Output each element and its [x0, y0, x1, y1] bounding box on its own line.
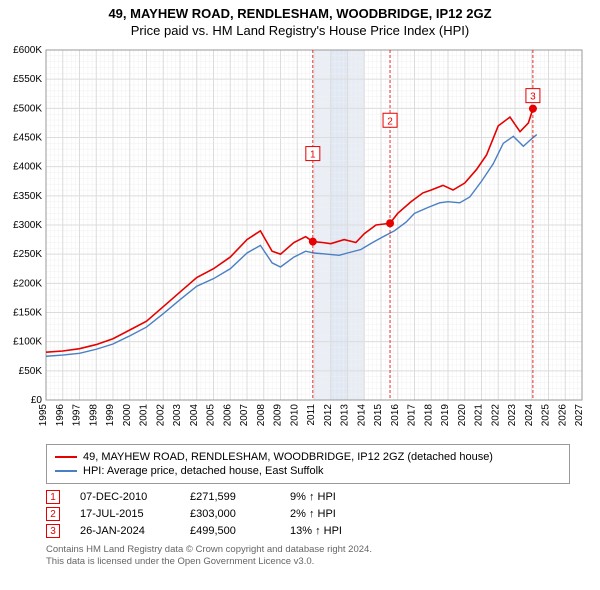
x-tick-label: 2010	[289, 404, 300, 427]
y-tick-label: £300K	[13, 220, 42, 231]
marker-dot-1	[309, 238, 317, 246]
x-tick-label: 1997	[72, 404, 83, 427]
transactions-table: 1 07-DEC-2010 £271,599 9% ↑ HPI 2 17-JUL-2015…	[46, 490, 570, 538]
transaction-pct: 13% ↑ HPI	[290, 525, 390, 537]
footer-attribution: Contains HM Land Registry data © Crown c…	[46, 544, 570, 569]
x-tick-label: 2016	[390, 404, 401, 427]
x-tick-label: 2023	[507, 404, 518, 427]
marker-dot-2	[386, 219, 394, 227]
transaction-price: £271,599	[190, 491, 270, 503]
y-tick-label: £600K	[13, 45, 42, 56]
x-tick-label: 2012	[323, 404, 334, 427]
y-tick-label: £200K	[13, 278, 42, 289]
x-tick-label: 2006	[222, 404, 233, 427]
x-tick-label: 2011	[306, 404, 317, 426]
x-tick-label: 1998	[88, 404, 99, 427]
transaction-pct: 2% ↑ HPI	[290, 508, 390, 520]
x-tick-label: 2025	[541, 404, 552, 427]
transaction-marker: 3	[46, 524, 60, 538]
x-tick-label: 2008	[256, 404, 267, 427]
x-tick-label: 2005	[206, 404, 217, 427]
transaction-price: £303,000	[190, 508, 270, 520]
transaction-date: 07-DEC-2010	[80, 491, 170, 503]
transaction-marker: 1	[46, 490, 60, 504]
x-tick-label: 2004	[189, 404, 200, 427]
x-tick-label: 2001	[139, 404, 150, 427]
y-tick-label: £450K	[13, 133, 42, 144]
x-tick-label: 2018	[423, 404, 434, 427]
x-tick-label: 2003	[172, 404, 183, 427]
x-tick-label: 2020	[457, 404, 468, 427]
transaction-row: 2 17-JUL-2015 £303,000 2% ↑ HPI	[46, 507, 570, 521]
x-tick-label: 2017	[407, 404, 418, 427]
x-tick-label: 1996	[55, 404, 66, 427]
transaction-date: 26-JAN-2024	[80, 525, 170, 537]
transaction-price: £499,500	[190, 525, 270, 537]
y-tick-label: £400K	[13, 162, 42, 173]
legend-item: 49, MAYHEW ROAD, RENDLESHAM, WOODBRIDGE,…	[55, 451, 561, 463]
x-tick-label: 2026	[557, 404, 568, 427]
transaction-row: 1 07-DEC-2010 £271,599 9% ↑ HPI	[46, 490, 570, 504]
svg-text:3: 3	[530, 92, 536, 103]
x-tick-label: 2021	[474, 404, 485, 427]
chart-container: £0£50K£100K£150K£200K£250K£300K£350K£400…	[0, 40, 600, 440]
transaction-row: 3 26-JAN-2024 £499,500 13% ↑ HPI	[46, 524, 570, 538]
svg-text:1: 1	[310, 150, 316, 161]
x-tick-label: 2022	[490, 404, 501, 427]
y-tick-label: £500K	[13, 103, 42, 114]
y-tick-label: £350K	[13, 191, 42, 202]
legend-label: 49, MAYHEW ROAD, RENDLESHAM, WOODBRIDGE,…	[83, 451, 493, 463]
transaction-date: 17-JUL-2015	[80, 508, 170, 520]
y-tick-label: £150K	[13, 308, 42, 319]
title-line2: Price paid vs. HM Land Registry's House …	[10, 23, 590, 38]
marker-callout-1: 1	[306, 147, 320, 161]
y-tick-label: £50K	[19, 366, 43, 377]
x-tick-label: 1999	[105, 404, 116, 427]
x-tick-label: 2007	[239, 404, 250, 427]
x-tick-label: 2027	[574, 404, 585, 427]
legend-item: HPI: Average price, detached house, East…	[55, 465, 561, 477]
x-tick-label: 2015	[373, 404, 384, 427]
legend-label: HPI: Average price, detached house, East…	[83, 465, 324, 477]
footer-line2: This data is licensed under the Open Gov…	[46, 556, 570, 568]
x-tick-label: 2000	[122, 404, 133, 427]
x-tick-label: 2013	[340, 404, 351, 427]
x-tick-label: 2014	[356, 404, 367, 427]
legend-swatch	[55, 470, 77, 472]
y-tick-label: £100K	[13, 337, 42, 348]
transaction-marker: 2	[46, 507, 60, 521]
footer-line1: Contains HM Land Registry data © Crown c…	[46, 544, 570, 556]
x-tick-label: 2024	[524, 404, 535, 427]
x-tick-label: 2002	[155, 404, 166, 427]
price-chart: £0£50K£100K£150K£200K£250K£300K£350K£400…	[0, 40, 600, 440]
legend-swatch	[55, 456, 77, 458]
chart-title-block: 49, MAYHEW ROAD, RENDLESHAM, WOODBRIDGE,…	[0, 0, 600, 40]
marker-dot-3	[529, 105, 537, 113]
title-line1: 49, MAYHEW ROAD, RENDLESHAM, WOODBRIDGE,…	[10, 6, 590, 21]
transaction-pct: 9% ↑ HPI	[290, 491, 390, 503]
y-tick-label: £250K	[13, 249, 42, 260]
legend: 49, MAYHEW ROAD, RENDLESHAM, WOODBRIDGE,…	[46, 444, 570, 484]
svg-text:2: 2	[387, 116, 393, 127]
y-tick-label: £550K	[13, 74, 42, 85]
marker-callout-2: 2	[383, 113, 397, 127]
x-tick-label: 1995	[38, 404, 49, 427]
marker-callout-3: 3	[526, 89, 540, 103]
x-tick-label: 2009	[273, 404, 284, 427]
x-tick-label: 2019	[440, 404, 451, 427]
